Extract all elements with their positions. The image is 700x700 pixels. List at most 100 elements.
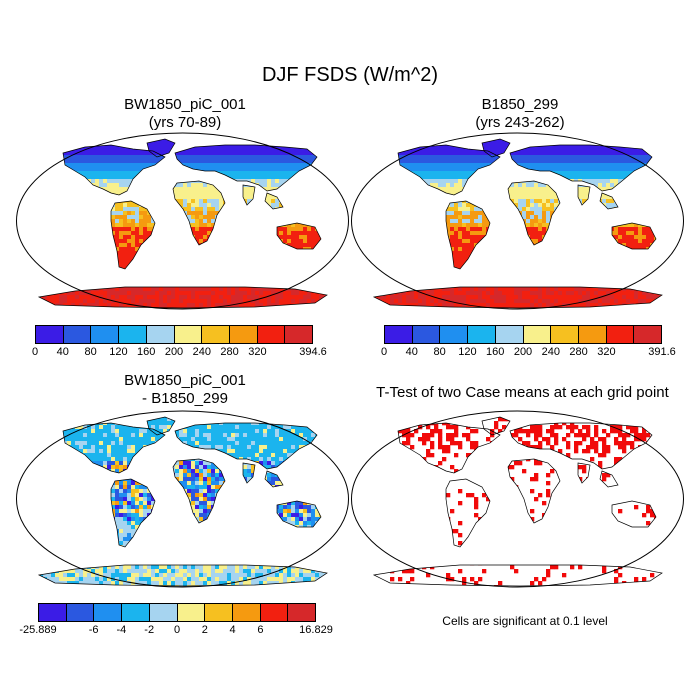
colorbar-swatch	[202, 326, 230, 343]
land-field	[374, 139, 662, 308]
coastline-northAmerica	[62, 422, 166, 474]
colorbar-swatch	[634, 326, 662, 343]
colorbar-swatch	[149, 604, 178, 621]
colorbar-swatch	[551, 326, 579, 343]
colorbar-swatch	[288, 604, 316, 621]
colorbar-tick-label: 6	[257, 624, 264, 636]
land-field	[39, 139, 327, 308]
colorbar-tick-label: 280	[569, 346, 588, 358]
panel-2-title: B1850_299 (yrs 243-262)	[355, 96, 685, 132]
coastline-australia	[611, 222, 657, 250]
coastline-seAsia	[264, 192, 284, 210]
colorbar-panel-1: 0 40 80 120 160 200 240 280 320 394.6	[31, 325, 327, 358]
map-border	[351, 132, 684, 310]
colorbar-swatch	[412, 326, 441, 343]
land-field	[39, 417, 327, 586]
colorbar-swatch	[91, 326, 120, 343]
coastline-northAmerica	[397, 144, 501, 196]
colorbar-tick-label: 200	[513, 346, 533, 358]
colorbar-labels: 0 40 80 120 160 200 240 280 320 391.6	[380, 344, 676, 358]
coastline-antarctica	[372, 286, 663, 309]
panel-3-title: BW1850_piC_001 - B1850_299	[20, 372, 350, 408]
coastline-africa	[507, 458, 561, 524]
colorbar-tick-label: 391.6	[648, 346, 676, 358]
colorbar-tick-label: 120	[109, 346, 128, 358]
colorbar-tick-label: 0	[31, 346, 39, 358]
significance-note: Cells are significant at 0.1 level	[442, 614, 608, 628]
coastline-australia	[611, 500, 657, 528]
colorbar-tick-label: 4	[229, 624, 236, 636]
colorbar-tick-label: -4	[116, 624, 127, 636]
colorbar-swatches	[384, 325, 662, 344]
map-panel-3	[16, 410, 349, 588]
colorbar-tick-label: 280	[220, 346, 239, 358]
coastline-southAmerica	[445, 478, 491, 548]
significant-cells	[374, 417, 662, 586]
coastline-india	[577, 462, 591, 484]
coastline-greenland	[146, 138, 176, 158]
coastline-greenland	[481, 416, 511, 436]
panel-1-title: BW1850_piC_001 (yrs 70-89)	[20, 96, 350, 132]
colorbar-swatch	[257, 326, 286, 343]
colorbar-swatch	[174, 326, 203, 343]
panel-1-title-line1: BW1850_piC_001	[124, 96, 246, 113]
colorbar-tick-label: 0	[173, 624, 181, 636]
colorbar-tick-label: 0	[380, 346, 388, 358]
panel-2-title-line1: B1850_299	[481, 96, 559, 113]
colorbar-swatch	[260, 604, 289, 621]
colorbar-tick-label: 160	[486, 346, 505, 358]
colorbar-swatch	[385, 326, 413, 343]
colorbar-swatch	[523, 326, 552, 343]
colorbar-tick-label: 200	[164, 346, 184, 358]
panel-2-title-line2: (yrs 243-262)	[475, 114, 565, 131]
coastline-northAmerica	[397, 422, 501, 474]
coastline-india	[242, 184, 256, 206]
colorbar-swatch	[177, 604, 206, 621]
colorbar-labels: -25.889 -6 -4 -2 0 2 4 6 16.829	[19, 622, 332, 636]
coastline-seAsia	[264, 470, 284, 488]
colorbar-swatch	[146, 326, 175, 343]
colorbar-tick-label: 2	[201, 624, 208, 636]
map-border	[351, 410, 684, 588]
colorbar-swatch	[36, 326, 64, 343]
coastline-antarctica	[37, 286, 328, 309]
map-border	[16, 132, 349, 310]
colorbar-swatch	[232, 604, 261, 621]
colorbar-panel-3: -25.889 -6 -4 -2 0 2 4 6 16.829	[19, 603, 333, 636]
coastline-india	[242, 462, 256, 484]
map-border	[16, 410, 349, 588]
colorbar-tick-label: 80	[433, 346, 446, 358]
colorbar-swatch	[66, 604, 95, 621]
colorbar-tick-label: 240	[192, 346, 211, 358]
figure-title: DJF FSDS (W/m^2)	[261, 64, 439, 86]
colorbar-tick-label: 240	[541, 346, 560, 358]
colorbar-swatch	[468, 326, 496, 343]
colorbar-tick-label: 40	[405, 346, 418, 358]
colorbar-swatch	[495, 326, 524, 343]
colorbar-swatch	[39, 604, 67, 621]
map-panel-2	[351, 132, 684, 310]
coastline-africa	[507, 180, 561, 246]
colorbar-tick-label: 160	[137, 346, 156, 358]
coastline-india	[577, 184, 591, 206]
coastline-northAmerica	[62, 144, 166, 196]
panel-3-title-line2: - B1850_299	[142, 390, 228, 407]
coastline-southAmerica	[110, 200, 156, 270]
colorbar-tick-label: 80	[84, 346, 97, 358]
colorbar-tick-label: 120	[458, 346, 477, 358]
coastline-australia	[276, 500, 322, 528]
coastline-southAmerica	[110, 478, 156, 548]
coastline-africa	[172, 458, 226, 524]
colorbar-tick-label: 320	[597, 346, 616, 358]
colorbar-tick-label: -2	[144, 624, 155, 636]
colorbar-swatch	[440, 326, 469, 343]
colorbar-swatches	[35, 325, 313, 344]
colorbar-swatch	[63, 326, 92, 343]
colorbar-tick-label: 320	[248, 346, 267, 358]
colorbar-swatch	[229, 326, 258, 343]
coastline-antarctica	[372, 564, 663, 587]
coastline-seAsia	[599, 470, 619, 488]
colorbar-swatch	[122, 604, 150, 621]
coastline-antarctica	[37, 564, 328, 587]
coastline-seAsia	[599, 192, 619, 210]
